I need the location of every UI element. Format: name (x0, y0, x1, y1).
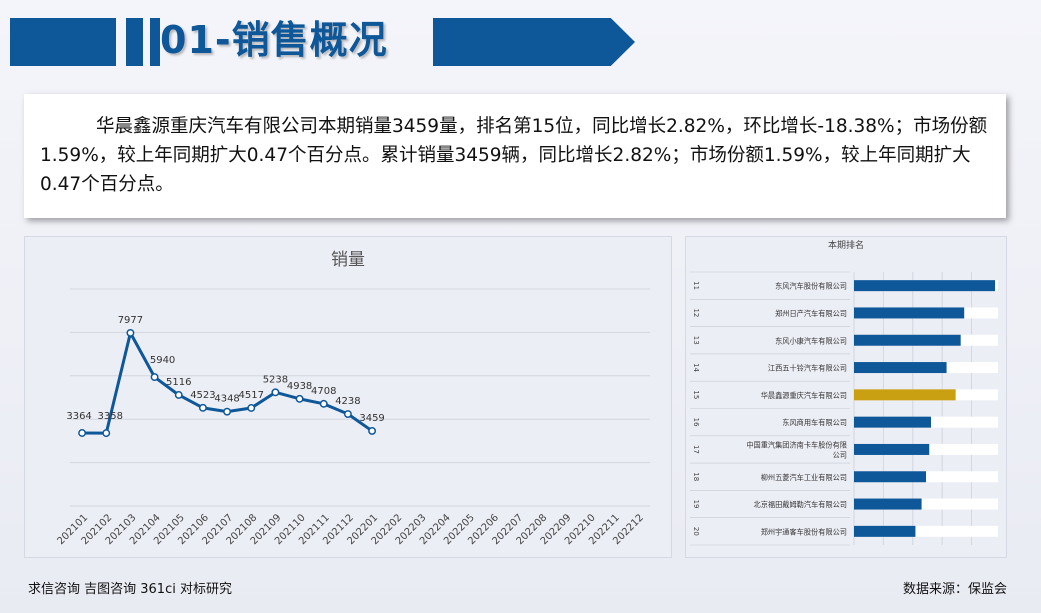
data-label: 7977 (118, 315, 143, 326)
company-label: 郑州日产汽车有限公司 (775, 309, 847, 318)
company-label: 北京福田戴姆勒汽车有限公司 (754, 500, 847, 509)
ranking-bar-chart: 本期排名 11 东风汽车股份有限公司 12 郑州日产汽车有限公司 13 东风小康汽车有限公司… (690, 239, 998, 546)
data-point (368, 426, 377, 435)
bar (854, 307, 965, 319)
bar (854, 498, 922, 510)
sales-chart-panel: 销量 3364 3358 7977 5940 5116 4523 4348 4517 5238 49… (24, 236, 672, 558)
company-label: 郑州宇通客车股份有限公司 (761, 527, 847, 536)
bar (854, 334, 961, 346)
data-point (102, 429, 111, 438)
page-title: 01-销售概况 (160, 18, 388, 62)
data-label: 4348 (214, 394, 239, 405)
bar (854, 443, 930, 455)
rank-label: 15 (692, 390, 700, 399)
rank-label: 14 (692, 363, 700, 372)
data-point (223, 407, 232, 416)
ranking-chart-panel: 本期排名 11 东风汽车股份有限公司 12 郑州日产汽车有限公司 13 东风小康汽车有限公司… (685, 236, 1007, 558)
data-label: 4238 (335, 396, 360, 407)
chart-title: 销量 (331, 250, 365, 270)
company-label: 东风汽车股份有限公司 (775, 282, 847, 291)
data-label: 3364 (66, 411, 91, 422)
chart-title: 本期排名 (828, 239, 864, 251)
data-label: 4523 (190, 390, 215, 401)
header-arrow (433, 18, 635, 66)
data-label: 5238 (263, 374, 288, 385)
rank-label: 13 (692, 336, 700, 345)
header-decor-bar (126, 18, 143, 66)
data-point (295, 394, 304, 403)
data-point (271, 388, 280, 397)
data-label: 3459 (359, 413, 384, 424)
data-label: 4708 (311, 386, 336, 397)
rank-label: 20 (692, 527, 700, 536)
company-label: 华晨鑫源重庆汽车有限公司 (761, 391, 847, 400)
data-point (343, 410, 352, 418)
data-point (126, 328, 135, 337)
company-label: 公司 (833, 450, 847, 459)
footer-source: 数据来源：保监会 (902, 582, 1007, 597)
sales-series-line (82, 331, 373, 435)
data-point (78, 429, 87, 437)
bar (854, 416, 931, 428)
rank-label: 19 (692, 500, 700, 509)
company-label: 中国重汽集团济南卡车股份有限 (746, 440, 847, 449)
summary-box: 华晨鑫源重庆汽车有限公司本期销量3459量，排名第15位，同比增长2.82%，环… (24, 94, 1006, 218)
rank-label: 17 (692, 445, 700, 454)
data-point (174, 391, 183, 399)
bar (854, 280, 996, 292)
bar-track (854, 525, 998, 537)
rank-label: 11 (692, 281, 700, 290)
data-label: 5116 (166, 377, 191, 388)
data-point (198, 403, 207, 412)
bar-track (854, 498, 998, 510)
rank-label: 12 (692, 308, 700, 317)
bar (854, 362, 947, 374)
bar (854, 389, 956, 401)
data-label: 4938 (287, 381, 312, 392)
company-label: 江西五十铃汽车有限公司 (768, 364, 847, 373)
rank-label: 16 (692, 418, 700, 427)
header-decor-bar (10, 18, 116, 66)
footer-credits: 求信咨询 吉图咨询 361ci 对标研究 (28, 582, 232, 597)
company-label: 东风小康汽车有限公司 (775, 336, 847, 345)
data-point (150, 373, 159, 382)
data-point (247, 404, 256, 412)
bar (854, 471, 926, 483)
data-point (319, 399, 328, 408)
rank-label: 18 (692, 472, 700, 481)
header-decor-bar (150, 18, 160, 66)
data-label: 4517 (239, 390, 264, 401)
summary-text: 华晨鑫源重庆汽车有限公司本期销量3459量，排名第15位，同比增长2.82%，环… (40, 116, 988, 195)
data-label: 3358 (98, 411, 123, 422)
company-label: 柳州五菱汽车工业有限公司 (761, 473, 847, 482)
company-label: 东风商用车有限公司 (782, 418, 847, 427)
bar (854, 525, 916, 537)
data-label: 5940 (150, 355, 175, 366)
